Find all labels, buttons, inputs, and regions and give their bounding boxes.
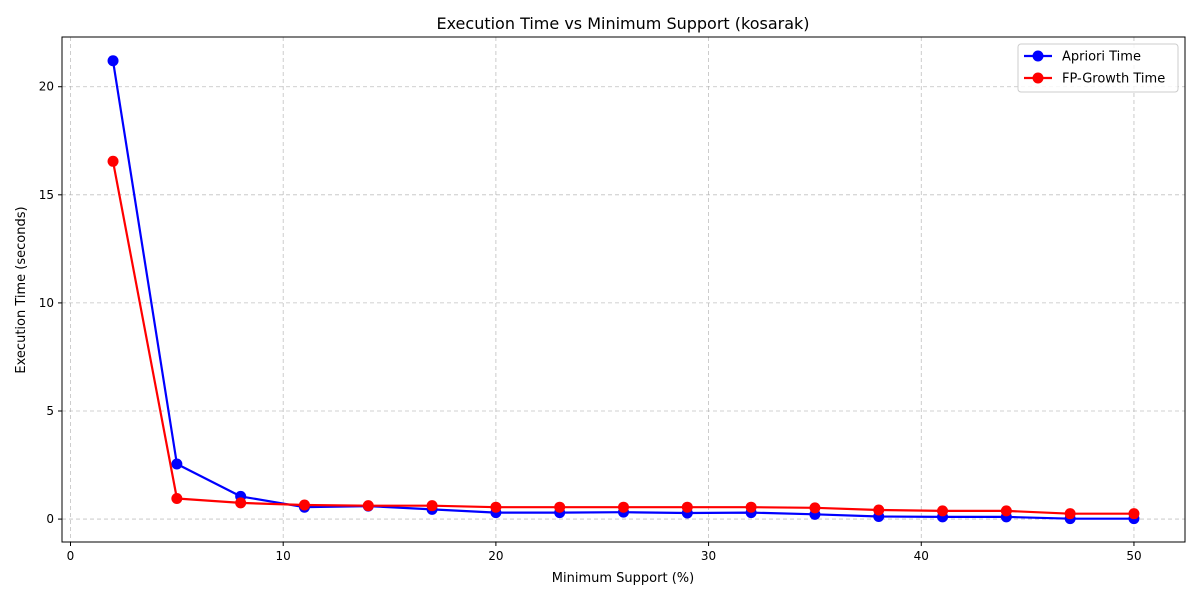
data-point [554,501,566,513]
y-tick-label: 10 [39,296,54,310]
grid [62,37,1185,542]
data-point [107,155,119,167]
plot-frame [61,36,1186,543]
series-line [111,161,1134,515]
legend: Apriori Time FP-Growth Time [1017,43,1179,93]
legend-marker [1032,50,1044,62]
data-point [618,501,629,513]
data-point [1064,508,1076,520]
y-tick-label: 5 [46,404,54,418]
legend-box [1017,43,1179,93]
x-tick-label: 30 [701,549,716,563]
series-line [111,60,1134,520]
series-layer [107,55,1140,525]
data-point [873,504,885,516]
series-2 [107,155,1140,520]
legend-marker [1032,72,1044,84]
data-point [362,500,374,512]
data-point [171,458,183,470]
y-axis-ticks: 0 5 10 15 20 [39,80,62,526]
x-tick-label: 0 [67,549,75,563]
data-point [235,497,247,509]
legend-label: FP-Growth Time [1062,72,1165,87]
x-tick-label: 50 [1126,549,1141,563]
y-tick-label: 20 [39,80,54,94]
data-point [937,505,949,517]
data-point [171,493,183,505]
y-tick-label: 0 [46,512,54,526]
y-axis-label: Execution Time (seconds) [14,206,29,373]
x-tick-label: 10 [276,549,291,563]
series-1 [107,55,1140,525]
y-tick-label: 15 [39,188,54,202]
data-point [809,502,821,514]
x-tick-label: 40 [914,549,929,563]
data-point [107,55,119,67]
data-point [745,501,757,513]
data-point [490,501,502,513]
x-tick-label: 20 [488,549,503,563]
chart-title: Execution Time vs Minimum Support (kosar… [436,14,809,33]
data-point [681,501,693,513]
legend-label: Apriori Time [1062,50,1141,65]
data-point [1000,505,1012,517]
x-axis-label: Minimum Support (%) [552,571,694,586]
data-point [1128,508,1140,520]
x-axis-ticks: 0 10 20 30 40 50 [67,542,1142,563]
data-point [298,499,310,511]
data-point [426,500,438,512]
